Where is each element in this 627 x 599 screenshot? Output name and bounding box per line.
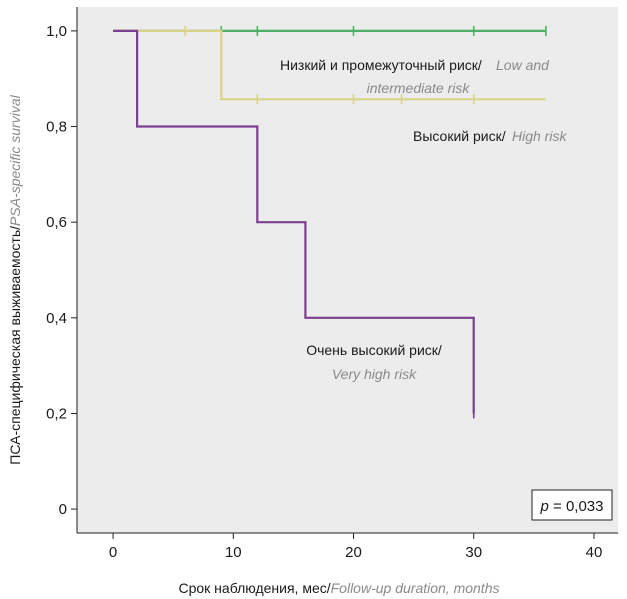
x-tick-label: 40 [586, 544, 603, 561]
low-risk-label-en-2: intermediate risk [367, 80, 471, 96]
x-tick-label: 30 [465, 544, 482, 561]
p-value-box [531, 489, 613, 521]
high-risk-label-ru: Высокий риск/ [413, 128, 506, 144]
low-risk-label-ru: Низкий и промежуточный риск/ [280, 57, 482, 73]
series-layer [113, 25, 547, 419]
low-risk-label-en-1: Low and [496, 57, 550, 73]
x-axis-label-ru: Срок наблюдения, мес/ [178, 580, 330, 596]
very-high-risk-label-en: Very high risk [332, 366, 417, 382]
y-tick-label: 0 [59, 501, 67, 518]
series-line-high [113, 29, 546, 101]
p-value-text: p = 0,033 [540, 498, 604, 515]
y-axis-label-en: PSA-specific survival [7, 94, 23, 226]
axis-ticks: 0 10 20 30 40 0 0,2 0,4 0,6 0,8 1,0 [46, 23, 602, 561]
x-axis-label-en: Follow-up duration, months [331, 580, 500, 596]
y-tick-label: 0,2 [46, 405, 67, 422]
series-line-very-high [113, 29, 475, 414]
y-axis-label-ru: ПСА-специфическая выживаемость/ [7, 226, 23, 465]
x-tick-label: 20 [345, 544, 362, 561]
y-tick-label: 0,8 [46, 119, 67, 136]
p-value-number: = 0,033 [549, 498, 604, 515]
very-high-risk-label-ru: Очень высокий риск/ [306, 342, 442, 358]
y-tick-label: 0,4 [46, 310, 67, 327]
p-value-symbol: p [540, 498, 549, 515]
high-risk-label-en: High risk [512, 128, 567, 144]
x-tick-label: 0 [109, 544, 117, 561]
y-tick-label: 0,6 [46, 214, 67, 231]
x-tick-label: 10 [225, 544, 242, 561]
plot-background [77, 7, 618, 533]
y-axis-label: ПСА-специфическая выживаемость/PSA-speci… [7, 94, 23, 464]
y-tick-label: 1,0 [46, 23, 67, 40]
x-axis-label: Срок наблюдения, мес/Follow-up duration,… [178, 580, 499, 596]
